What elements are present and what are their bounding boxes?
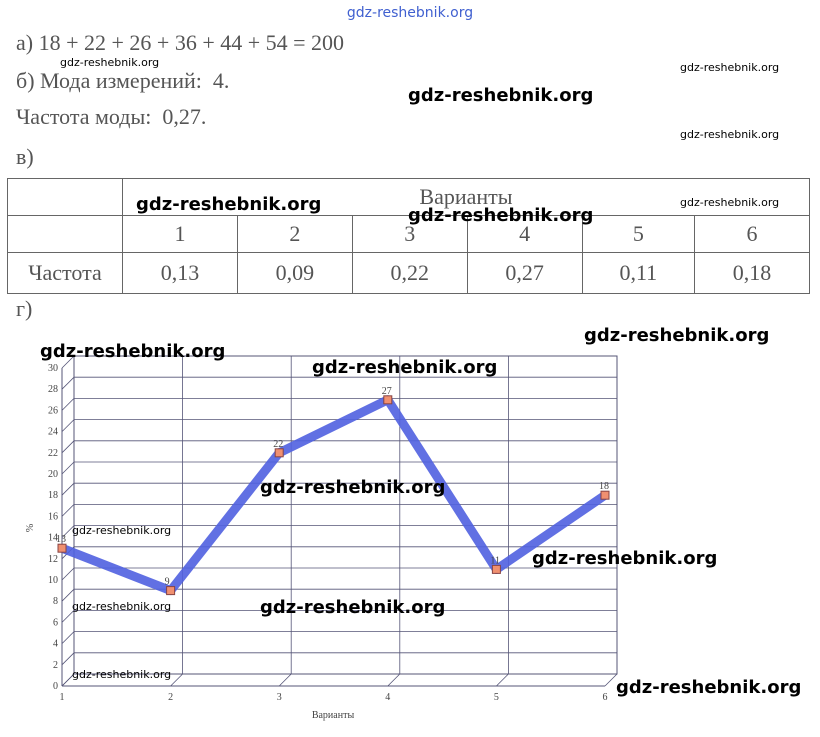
watermark: gdz-reshebnik.org (616, 677, 801, 698)
frequency-cell: 0,11 (581, 252, 696, 294)
y-tick-label: 14 (48, 533, 58, 544)
data-label: 11 (490, 555, 500, 566)
y-tick-label: 18 (48, 490, 58, 501)
line-b: б) Мода измерений: 4. (16, 68, 230, 93)
x-tick-label: 4 (385, 692, 390, 703)
cell (7, 215, 123, 253)
watermark: gdz-reshebnik.org (408, 205, 593, 226)
y-tick-label: 20 (48, 469, 58, 480)
watermark: gdz-reshebnik.org (72, 600, 171, 613)
frequency-cell: 0,13 (122, 252, 238, 294)
y-tick-label: 6 (53, 617, 58, 628)
watermark: gdz-reshebnik.org (312, 357, 497, 378)
column-cell: 5 (581, 215, 696, 253)
watermark: gdz-reshebnik.org (60, 56, 159, 69)
y-tick-label: 8 (53, 596, 58, 607)
frequency-cell: 0,18 (694, 252, 810, 294)
y-tick-label: 28 (48, 384, 58, 395)
grid-line (61, 503, 617, 517)
watermark: gdz-reshebnik.org (532, 548, 717, 569)
grid-line (61, 397, 617, 411)
y-tick-label: 16 (48, 511, 58, 522)
x-axis-label: Варианты (312, 710, 355, 721)
data-label: 22 (273, 439, 283, 450)
plot-wall (73, 355, 618, 675)
marker (600, 490, 610, 500)
line-a: а) 18 + 22 + 26 + 36 + 44 + 54 = 200 (16, 30, 345, 55)
watermark: gdz-reshebnik.org (680, 61, 779, 74)
frequency-cell: 0,27 (466, 252, 583, 294)
grid-line (496, 356, 509, 687)
grid-line (61, 631, 617, 644)
watermark: gdz-reshebnik.org (72, 524, 171, 537)
grid-line (61, 356, 75, 687)
y-tick-label: 10 (48, 575, 58, 586)
column-cell: 3 (351, 215, 468, 253)
y-tick-label: 12 (48, 554, 58, 565)
marker (491, 564, 501, 574)
line-v: в) (16, 144, 34, 169)
x-tick-label: 6 (603, 692, 608, 703)
column-cell: 2 (236, 215, 353, 253)
frequency-cell: 0,22 (351, 252, 468, 294)
grid-line (278, 356, 292, 687)
y-tick-label: 4 (53, 639, 58, 650)
marker (166, 586, 176, 596)
cell (7, 178, 123, 216)
watermark: gdz-reshebnik.org (260, 597, 445, 618)
y-tick-label: 22 (48, 448, 58, 459)
y-tick-label: 2 (53, 660, 58, 671)
grid-line (61, 461, 617, 475)
column-cell: 6 (694, 215, 810, 253)
grid-line (61, 652, 617, 666)
watermark: gdz-reshebnik.org (408, 85, 593, 106)
data-label: 9 (165, 577, 170, 588)
y-axis-label: % (25, 524, 36, 532)
watermark: gdz-reshebnik.org (40, 341, 225, 362)
y-tick-label: 30 (48, 363, 58, 374)
x-tick-label: 1 (60, 692, 65, 703)
watermark: gdz-reshebnik.org (136, 194, 321, 215)
grid-line (61, 376, 617, 390)
marker (383, 395, 393, 405)
data-label: 13 (56, 534, 66, 545)
x-tick-label: 2 (168, 692, 173, 703)
frequency-cell: 0,09 (236, 252, 353, 294)
watermark: gdz-reshebnik.org (72, 668, 171, 681)
watermark: gdz-reshebnik.org (260, 477, 445, 498)
marker (274, 448, 284, 458)
marker (57, 543, 67, 553)
grid-line (170, 356, 184, 687)
data-label: 27 (382, 386, 392, 397)
y-tick-label: 26 (48, 405, 58, 416)
grid-line (387, 356, 401, 687)
y-tick-label: 24 (48, 427, 58, 438)
data-line (60, 395, 608, 596)
column-cell: 4 (466, 215, 583, 253)
watermark: gdz-reshebnik.org (680, 196, 779, 209)
x-tick-label: 5 (494, 692, 499, 703)
x-tick-label: 3 (277, 692, 282, 703)
table-header: Варианты (122, 178, 810, 216)
grid-line (604, 356, 618, 687)
grid-line (61, 440, 617, 454)
data-label: 18 (599, 481, 609, 492)
row-label: Частота (7, 252, 123, 294)
watermark: gdz-reshebnik.org (680, 128, 779, 141)
y-tick-label: 0 (53, 681, 58, 692)
line-mode-freq: Частота моды: 0,27. (16, 104, 207, 129)
line-g: г) (16, 296, 33, 321)
watermark: gdz-reshebnik.org (347, 5, 473, 21)
watermark: gdz-reshebnik.org (584, 325, 769, 346)
